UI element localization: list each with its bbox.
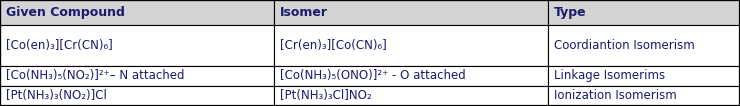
Bar xyxy=(548,25,740,66)
Text: [Co(NH₃)₅(ONO)]²⁺ - O attached: [Co(NH₃)₅(ONO)]²⁺ - O attached xyxy=(280,69,465,82)
Text: [Pt(NH₃)₃Cl]NO₂: [Pt(NH₃)₃Cl]NO₂ xyxy=(280,89,371,102)
Text: Coordiantion Isomerism: Coordiantion Isomerism xyxy=(554,39,694,52)
Bar xyxy=(274,66,548,86)
Bar xyxy=(274,86,548,106)
Bar xyxy=(0,66,274,86)
Text: Isomer: Isomer xyxy=(280,6,328,19)
Text: Given Compound: Given Compound xyxy=(6,6,125,19)
Text: Ionization Isomerism: Ionization Isomerism xyxy=(554,89,676,102)
Bar xyxy=(548,66,740,86)
Text: [Co(en)₃][Cr(CN)₆]: [Co(en)₃][Cr(CN)₆] xyxy=(6,39,112,52)
Bar xyxy=(548,86,740,106)
Bar xyxy=(274,25,548,66)
Bar xyxy=(548,0,740,25)
Bar xyxy=(0,86,274,106)
Text: Type: Type xyxy=(554,6,586,19)
Text: [Cr(en)₃][Co(CN)₆]: [Cr(en)₃][Co(CN)₆] xyxy=(280,39,386,52)
Text: [Pt(NH₃)₃(NO₂)]Cl: [Pt(NH₃)₃(NO₂)]Cl xyxy=(6,89,107,102)
Bar xyxy=(0,0,274,25)
Text: [Co(NH₃)₅(NO₂)]²⁺– N attached: [Co(NH₃)₅(NO₂)]²⁺– N attached xyxy=(6,69,184,82)
Bar xyxy=(274,0,548,25)
Text: Linkage Isomerims: Linkage Isomerims xyxy=(554,69,665,82)
Bar xyxy=(0,25,274,66)
